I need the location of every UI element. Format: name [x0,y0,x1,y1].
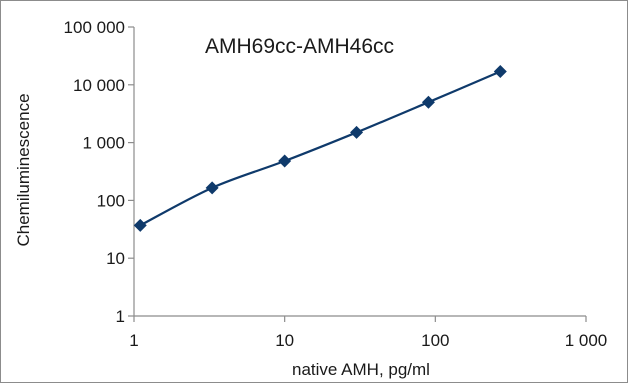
x-tick-label: 1 [129,331,138,350]
x-tick-label: 100 [421,331,449,350]
series-line [139,70,501,227]
y-tick-label: 100 000 [64,18,125,37]
axes [133,27,586,317]
data-point [278,154,292,168]
y-tick-label: 100 [97,191,125,210]
data-point [133,218,147,232]
y-tick-label: 10 000 [73,76,125,95]
chart-title: AMH69cc-AMH46cc [205,35,394,58]
y-axis-ticks: 1 10 100 1 000 10 000 100 000 [64,18,134,326]
data-point [493,64,507,78]
y-axis-label: Chemiluminescence [14,93,33,246]
data-point [350,125,364,139]
x-axis-ticks: 1 10 100 1 000 [129,316,607,350]
y-tick-label: 1 000 [82,134,125,153]
y-tick-label: 1 [116,307,125,326]
x-axis-label: native AMH, pg/ml [292,360,430,379]
x-tick-label: 1 000 [565,331,608,350]
data-point [421,95,435,109]
x-tick-label: 10 [275,331,294,350]
data-point [205,181,219,195]
y-tick-label: 10 [106,249,125,268]
series-group [133,64,507,232]
